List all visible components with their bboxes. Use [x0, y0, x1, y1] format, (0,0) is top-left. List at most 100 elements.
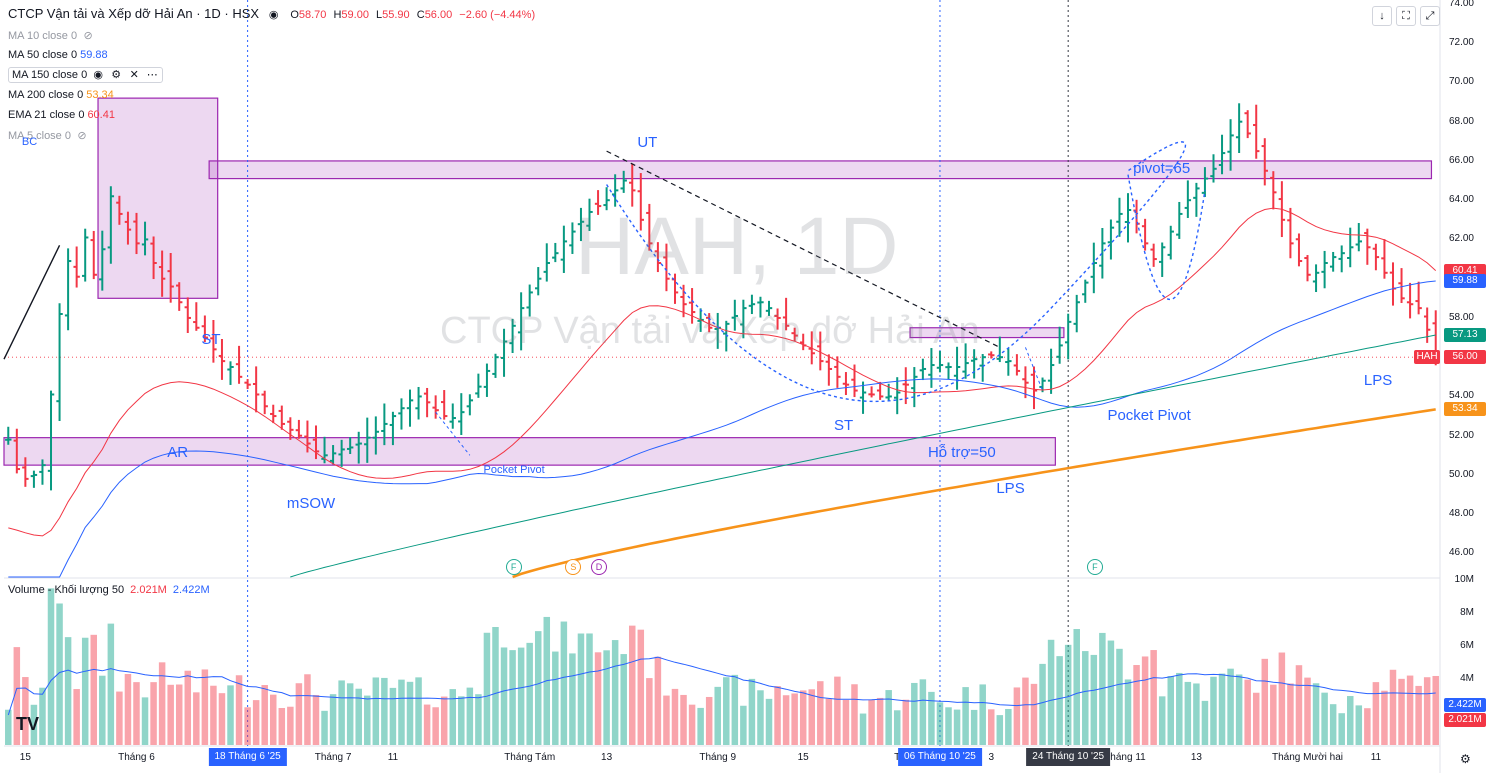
hidden-eye-icon[interactable]: ⊘ [83, 30, 93, 42]
zone-rect-3 [909, 327, 1065, 339]
volume-bar [577, 633, 585, 745]
ohlc-bar [64, 248, 72, 331]
ohlc-bar [270, 404, 277, 424]
volume-bar [1304, 677, 1311, 745]
close-icon[interactable]: ✕ [129, 69, 139, 81]
volume-bar [782, 695, 790, 745]
volume-bar [158, 662, 166, 745]
event-marker[interactable]: D [591, 559, 608, 575]
ohlc-bar [184, 297, 191, 333]
ohlc-bar [1013, 354, 1021, 376]
chart-annotation: UT [637, 134, 658, 152]
ohlc-bar [1406, 282, 1414, 319]
indicator-ma10[interactable]: MA 10 close 0 ⊘ [8, 29, 95, 42]
tradingview-logo-icon[interactable]: TV [16, 714, 40, 734]
indicator-ema21[interactable]: EMA 21 close 0 60.41 [8, 109, 115, 121]
volume-bar [740, 705, 747, 745]
volume-bar [714, 686, 721, 745]
volume-bar [124, 673, 132, 745]
volume-legend[interactable]: Volume - Khối lượng 50 2.021M 2.422M [8, 584, 210, 596]
volume-bar [1150, 650, 1157, 745]
volume-bar [945, 707, 952, 745]
ohlc-bar [381, 403, 388, 446]
volume-bar [1064, 644, 1072, 745]
ohlc-bar [1227, 119, 1234, 171]
volume-bar [244, 707, 251, 745]
volume-bar [1073, 629, 1080, 745]
ohlc-bar [620, 170, 627, 193]
ohlc-bar [372, 416, 380, 455]
more-icon[interactable]: ⋯ [146, 69, 158, 81]
collapse-button[interactable]: ↓ [1372, 6, 1392, 26]
ohlc-bar [859, 381, 867, 414]
ohlc-bar [1176, 201, 1183, 239]
volume-bar [64, 637, 72, 745]
ohlc-bar [1338, 245, 1345, 273]
volume-bar [1347, 696, 1354, 745]
volume-bar [654, 656, 662, 745]
volume-bar [1047, 639, 1055, 745]
volume-bar [398, 679, 405, 745]
hidden-eye-icon[interactable]: ⊘ [77, 130, 87, 142]
indicator-ma50[interactable]: MA 50 close 0 59.88 [8, 49, 108, 61]
volume-bar [953, 709, 961, 745]
volume-bar [1338, 713, 1345, 745]
settings-icon[interactable]: ⚙ [1460, 752, 1471, 766]
volume-bar [381, 677, 388, 745]
time-axis-tick: háng 11 [1110, 752, 1146, 763]
indicator-ma150[interactable]: MA 150 close 0 ◉ ⚙ ✕ ⋯ [8, 67, 164, 83]
eye-icon[interactable]: ◉ [268, 9, 279, 21]
ohlc-bar [1287, 207, 1294, 259]
volume-axis-tick: 4M [1460, 673, 1474, 684]
volume-bar [1133, 665, 1140, 745]
event-marker[interactable]: F [1086, 559, 1103, 575]
ohlc-bar [244, 379, 251, 390]
price-axis-tick: 72.00 [1448, 37, 1474, 49]
ohlc-bar [1398, 268, 1405, 303]
chart-annotation: LPS [1363, 371, 1393, 389]
volume-bar [791, 693, 798, 745]
volume-bar [475, 694, 482, 745]
maximize-button[interactable]: ⛶ [1396, 6, 1416, 26]
volume-bar [39, 687, 46, 745]
ohlc-bar [30, 470, 38, 488]
indicator-ma5[interactable]: MA 5 close 0 ⊘ [8, 129, 89, 142]
time-axis-tick: Tháng 6 [118, 752, 155, 763]
eye-icon[interactable]: ◉ [93, 69, 104, 81]
ohlc-bar [1312, 264, 1320, 293]
volume-bar [731, 674, 739, 745]
volume-bar [594, 652, 602, 745]
volume-bar [1099, 632, 1106, 745]
volume-bar [107, 623, 115, 745]
ohlc-bar [894, 377, 901, 415]
volume-bar [859, 713, 867, 745]
ohlc-bar [141, 221, 149, 256]
ohlc-bar [911, 367, 918, 408]
ohlc-bar [201, 315, 209, 343]
event-marker[interactable]: F [505, 559, 522, 575]
event-marker[interactable]: S [565, 559, 582, 575]
symbol-header[interactable]: CTCP Vận tải và Xếp dỡ Hải An · 1D · HSX… [8, 6, 539, 21]
volume-bar [534, 631, 542, 745]
volume-bar [1184, 681, 1192, 745]
volume-bar [1227, 668, 1234, 745]
symbol-title[interactable]: CTCP Vận tải và Xếp dỡ Hải An · 1D · HSX [8, 6, 260, 21]
ohlc-bar [876, 381, 884, 400]
chart-annotation: pivot=65 [1133, 159, 1191, 177]
volume-bar [620, 654, 627, 745]
ohlc-bar [218, 339, 226, 380]
settings-icon[interactable]: ⚙ [111, 69, 122, 81]
volume-bar [295, 683, 303, 745]
volume-bar [1176, 672, 1183, 745]
ma150-line [290, 334, 1436, 578]
fullscreen-button[interactable]: ⤢ [1420, 6, 1440, 26]
volume-bar [979, 684, 986, 745]
volume-bar [1193, 683, 1200, 745]
ohlc-bar [740, 299, 747, 339]
ohlc-bar [1295, 233, 1303, 267]
ohlc-bar [1261, 138, 1268, 186]
volume-bar [1107, 640, 1115, 745]
indicator-ma200[interactable]: MA 200 close 0 53.34 [8, 89, 114, 101]
